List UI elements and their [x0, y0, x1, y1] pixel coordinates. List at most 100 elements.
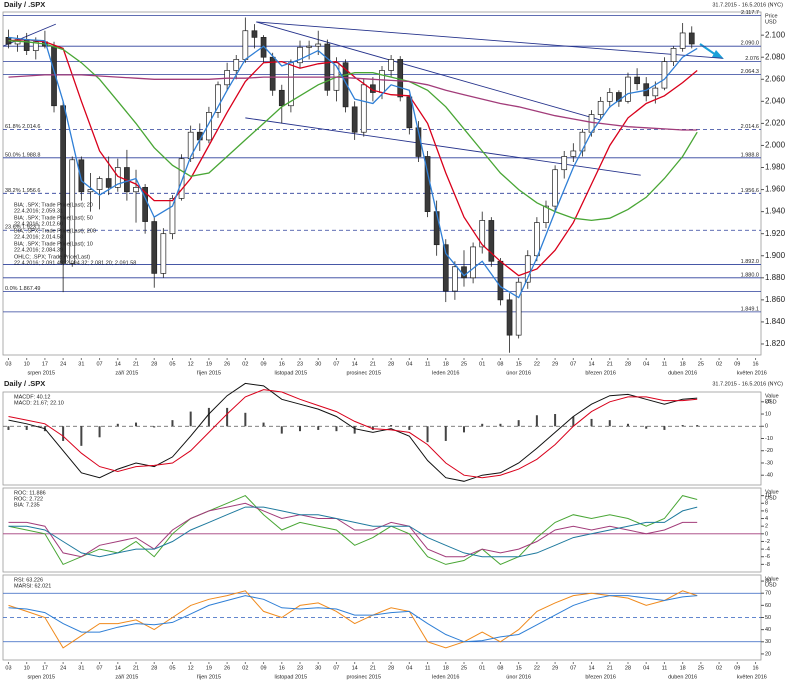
level-label: 2.090.0 [741, 41, 759, 47]
x-tick-label: 02 [242, 361, 248, 367]
x-tick-label: 01 [479, 665, 485, 671]
histogram-bar [626, 423, 629, 427]
month-label: listopad 2015 [275, 370, 308, 376]
candle-body [452, 266, 458, 292]
panel-frame [2, 11, 762, 356]
x-tick-label: 08 [497, 361, 503, 367]
y-tick-label: 4 [765, 516, 768, 522]
month-label: květen 2016 [737, 370, 767, 376]
candle-body [634, 76, 640, 85]
candle-body [470, 246, 476, 279]
candle-body [269, 56, 276, 91]
x-tick-label: 05 [169, 361, 175, 367]
x-tick-label: 10 [24, 361, 30, 367]
candle-body [178, 158, 185, 199]
y-tick-label: 1.940 [765, 207, 786, 216]
x-tick-label: 25 [698, 361, 704, 367]
x-tick-label: 29 [552, 361, 558, 367]
x-tick-label: 25 [461, 361, 467, 367]
candle-body [360, 84, 367, 133]
month-label: prosinec 2015 [346, 370, 381, 376]
y-tick-label: -30 [765, 460, 773, 466]
candle-body [688, 32, 695, 45]
x-tick-label: 31 [78, 665, 84, 671]
x-tick-label: 18 [680, 665, 686, 671]
y-tick-label: 80 [765, 579, 771, 585]
candle-body [169, 198, 176, 235]
y-tick-label: -8 [765, 562, 770, 568]
y-tick-label: 2.060 [765, 74, 786, 83]
x-tick-label: 15 [516, 361, 522, 367]
x-tick-label: 05 [169, 665, 175, 671]
histogram-bar [517, 420, 520, 427]
candle-body [133, 187, 139, 193]
y-tick-label: 2.080 [765, 52, 786, 61]
histogram-bar [572, 416, 575, 427]
candle-body [397, 59, 404, 98]
candle-body [442, 244, 449, 292]
candle-body [552, 169, 558, 207]
candle-body [515, 281, 522, 336]
date-range: 31.7.2015 - 16.5.2016 (NYC) [712, 2, 783, 8]
x-tick-label: 14 [352, 665, 358, 671]
candle-body [679, 32, 686, 49]
y-tick-label: 1.840 [765, 317, 786, 326]
candle-body [433, 211, 440, 246]
legend-name: BIA; .SPX; Trade Price(Last); 200 [14, 228, 96, 234]
level-label: 2.014.6 [741, 124, 759, 130]
x-tick-label: 02 [716, 361, 722, 367]
x-tick-label: 10 [24, 665, 30, 671]
y-tick-label: 1.900 [765, 251, 786, 260]
x-tick-label: 21 [607, 361, 613, 367]
y-tick-label: -40 [765, 473, 773, 479]
x-tick-label: 03 [5, 361, 11, 367]
legend-entry: BIA: 7.235 [14, 502, 40, 508]
x-tick-label: 23 [297, 361, 303, 367]
fib-label: 61.8% 2.014.6 [5, 124, 40, 130]
histogram-bar [353, 426, 356, 434]
panel-frame [2, 487, 762, 573]
level-label: 1.988.8 [741, 152, 759, 158]
x-tick-label: 14 [115, 665, 121, 671]
month-label: říjen 2015 [197, 674, 221, 680]
y-axis-label: USD [765, 19, 777, 25]
x-tick-label: 14 [588, 665, 594, 671]
legend-ohlc: OHLC; .SPX; Trade Price(Last) [14, 254, 90, 260]
legend-value: 22.4.2016; 2.059.31 [14, 208, 63, 214]
arrow-head [712, 50, 724, 59]
x-tick-label: 21 [133, 361, 139, 367]
histogram-bar [299, 426, 302, 432]
x-tick-label: 21 [370, 361, 376, 367]
level-label: 2.117.7 [741, 10, 759, 16]
x-tick-label: 16 [279, 361, 285, 367]
x-tick-label: 21 [607, 665, 613, 671]
legend-name: BIA; .SPX; Trade Price(Last); 10 [14, 241, 93, 247]
candle-body [151, 221, 158, 274]
x-tick-label: 09 [734, 361, 740, 367]
histogram-bar [98, 426, 101, 438]
x-tick-label: 02 [716, 665, 722, 671]
trendline [256, 21, 723, 59]
x-tick-label: 09 [261, 361, 267, 367]
candle-body [670, 48, 677, 62]
y-tick-label: 2 [765, 524, 768, 530]
legend-value: 22.4.2016; 2.084.39 [14, 247, 63, 253]
y-axis-label: USD [765, 399, 777, 405]
month-label: srpen 2015 [27, 674, 55, 680]
histogram-bar [207, 407, 210, 427]
histogram-bar [226, 407, 229, 427]
y-tick-label: -20 [765, 448, 773, 454]
y-tick-label: -6 [765, 554, 770, 560]
histogram-bar [7, 426, 10, 430]
y-tick-label: 1.860 [765, 295, 786, 304]
candle-body [616, 92, 622, 102]
histogram-bar [681, 425, 684, 427]
x-tick-label: 07 [570, 361, 576, 367]
histogram-bar [426, 426, 429, 443]
x-tick-label: 29 [552, 665, 558, 671]
y-tick-label: 70 [765, 591, 771, 597]
indicator-line [8, 590, 698, 649]
candle-body [652, 87, 659, 97]
candle-body [479, 220, 486, 248]
month-label: říjen 2015 [197, 370, 221, 376]
